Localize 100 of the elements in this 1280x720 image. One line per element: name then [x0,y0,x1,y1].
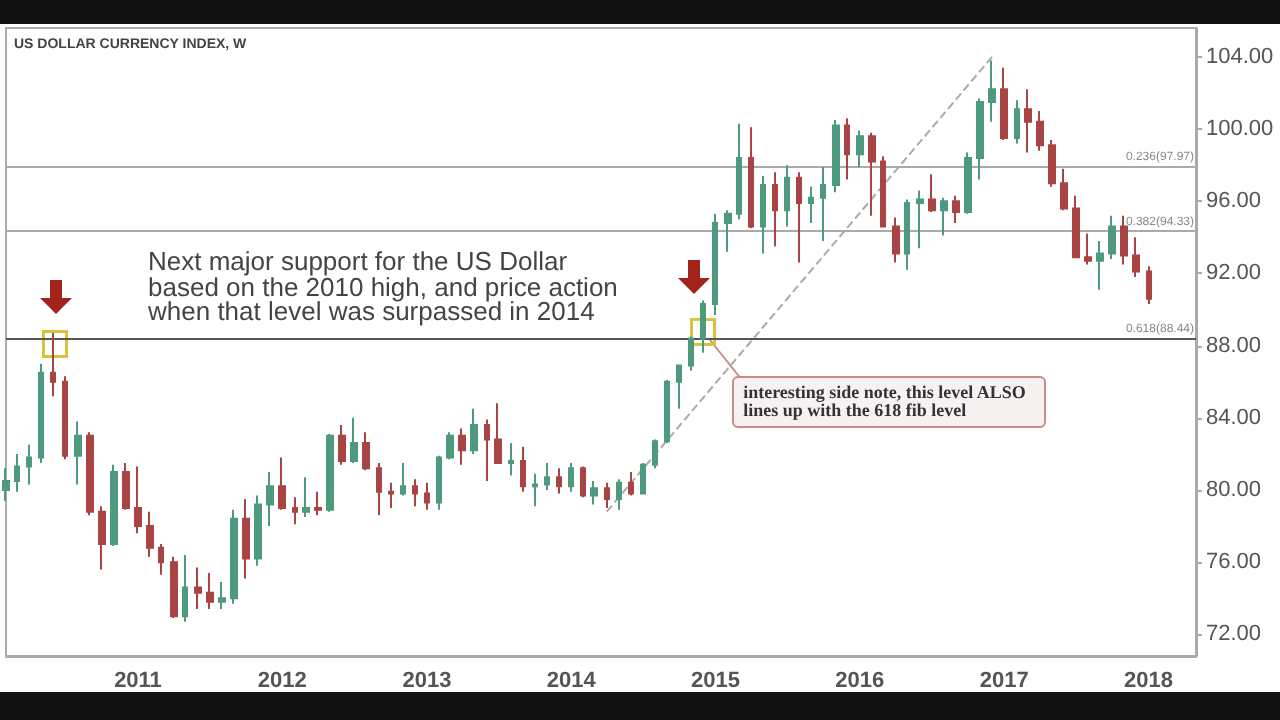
candlestick [916,189,924,250]
y-tick-label: 104.00 [1206,44,1274,69]
candlestick [1096,239,1104,291]
candlestick [412,478,418,508]
x-tick-label: 2011 [114,669,162,693]
y-tick-label: 76.00 [1206,550,1262,575]
candlestick [928,173,936,214]
candlestick [326,433,334,513]
candlestick [242,498,250,580]
candlestick [520,445,526,493]
candlestick [808,185,814,224]
candlestick [110,463,118,547]
candlestick [1120,214,1128,266]
candlestick [278,456,286,511]
candlestick [98,505,106,571]
candlestick [494,402,502,464]
annotation: Next major support for the US Dollar based on the 2010 high, and price action when that level was surpassed in 2014 [148,246,620,326]
candlestick [470,407,478,455]
candlestick [616,478,622,511]
candlestick [1000,66,1008,141]
candlestick [424,481,430,511]
candlestick [26,443,32,486]
candlestick [50,331,56,398]
candlestick [724,209,732,253]
candlestick [458,427,466,466]
candlestick [568,461,574,493]
candlestick [1014,99,1020,145]
candlestick [628,470,634,497]
y-tick-label: 84.00 [1206,405,1262,430]
candlestick [484,418,490,482]
candlestick [254,494,262,567]
candlestick [1146,265,1152,306]
candlestick [832,119,840,194]
candlestick [1060,167,1068,212]
candlestick [1072,194,1080,259]
y-tick-label: 80.00 [1206,477,1262,502]
candlestick [556,467,562,495]
x-tick-label: 2018 [1124,669,1174,693]
candlestick [544,461,550,491]
candlestick [532,472,538,508]
candlestick [940,196,948,237]
candlestick [796,171,802,264]
candlestick [230,508,238,605]
candlestick [868,131,876,217]
candlestick [676,364,682,410]
candlestick [820,165,826,242]
candlestick [590,479,598,506]
candlestick [952,194,960,224]
candlestick [748,126,754,230]
candlestick [376,461,382,517]
candlestick [38,362,44,464]
candlestick [134,465,142,535]
candlestick [446,431,454,461]
y-tick-label: 100.00 [1206,117,1274,142]
candlestick [688,335,694,372]
candlestick [2,467,10,502]
candlestick [988,59,996,123]
candlestick [388,481,394,510]
x-tick-label: 2014 [546,669,598,693]
x-tick-label: 2012 [257,669,307,693]
candlestick [292,496,298,526]
candlestick [218,581,226,611]
x-tick-label: 2016 [835,669,885,693]
candlestick [194,566,202,611]
y-tick-label: 88.00 [1206,333,1262,358]
candlestick [146,510,154,558]
candlestick [760,174,766,255]
x-tick-label: 2015 [690,669,740,693]
candlestick [904,198,910,271]
candlestick [1084,232,1092,266]
y-tick-label: 92.00 [1206,261,1262,286]
candlestick [1024,88,1032,154]
candlestick [772,171,778,248]
candlestick [700,299,706,354]
candlestick [170,555,178,620]
candlestick [362,431,370,472]
candlestick [62,375,68,461]
candlestick [712,212,718,316]
candlestick [508,442,514,477]
candlestick [266,470,274,528]
candlestick [784,164,790,228]
candlestick [580,465,586,499]
candlestick [400,461,406,497]
candlestick [892,216,900,264]
candlestick [158,543,164,576]
candlestick [314,490,322,517]
candlestick [844,117,850,181]
candlestick [350,416,358,464]
candlestick [302,476,310,519]
candlestick [880,155,886,228]
candlestick [436,454,442,511]
candlestick [74,420,82,486]
candlestick [652,438,658,470]
candlestick [182,553,188,623]
x-tick-label: 2013 [402,669,452,693]
candlestick [14,452,20,493]
candlestick [856,129,864,168]
candlestick [1036,110,1044,152]
candlestick [122,461,130,511]
candlestick [86,431,94,517]
